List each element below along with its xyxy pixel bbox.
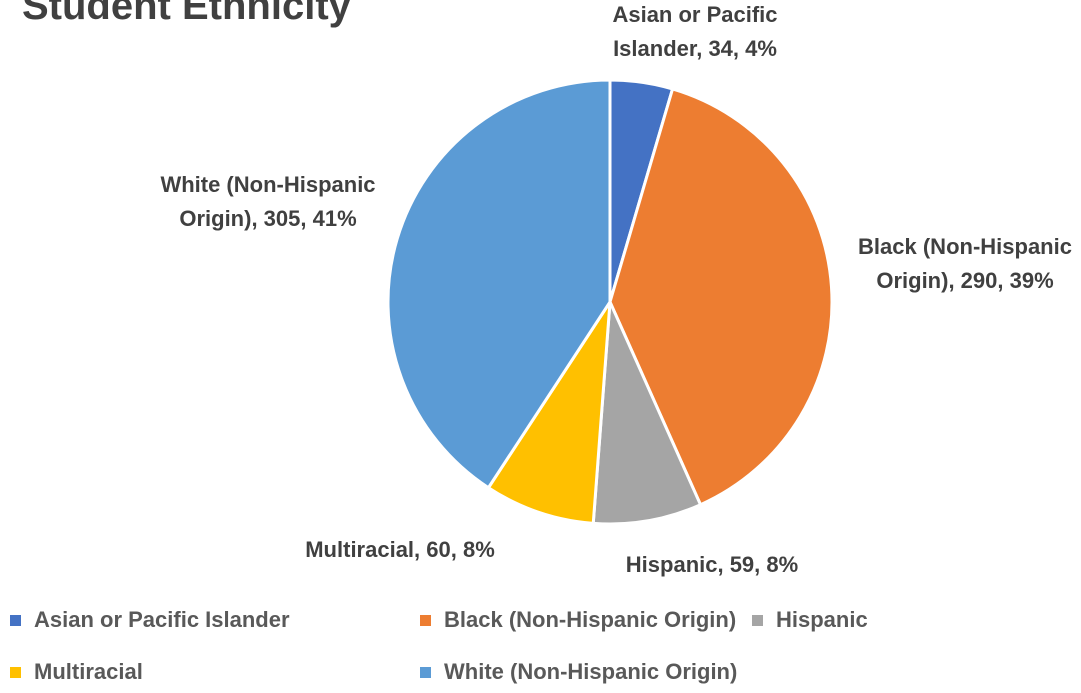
- legend-label: Asian or Pacific Islander: [34, 607, 290, 632]
- data-label: Asian or Pacific Islander, 34, 4%: [612, 2, 778, 61]
- data-label: White (Non-Hispanic Origin), 305, 41%: [160, 172, 376, 231]
- data-label: Multiracial, 60, 8%: [305, 537, 495, 562]
- chart-title: Student Ethnicity: [22, 0, 351, 28]
- legend-label: Multiracial: [34, 659, 143, 684]
- legend-swatch: [752, 615, 763, 626]
- legend-label: Hispanic: [776, 607, 868, 632]
- data-label: Black (Non-Hispanic Origin), 290, 39%: [858, 234, 1072, 293]
- pie-slice: [608, 87, 834, 507]
- pie-slice: [591, 301, 703, 526]
- data-label: Hispanic, 59, 8%: [625, 552, 799, 577]
- legend-swatch: [10, 667, 21, 678]
- legend-swatch: [420, 615, 431, 626]
- pie-slice: [486, 301, 612, 525]
- pie-slice: [386, 78, 612, 490]
- legend-swatch: [420, 667, 431, 678]
- legend-label: Black (Non-Hispanic Origin): [444, 607, 737, 632]
- legend-swatch: [10, 615, 21, 626]
- legend-label: White (Non-Hispanic Origin): [444, 659, 738, 684]
